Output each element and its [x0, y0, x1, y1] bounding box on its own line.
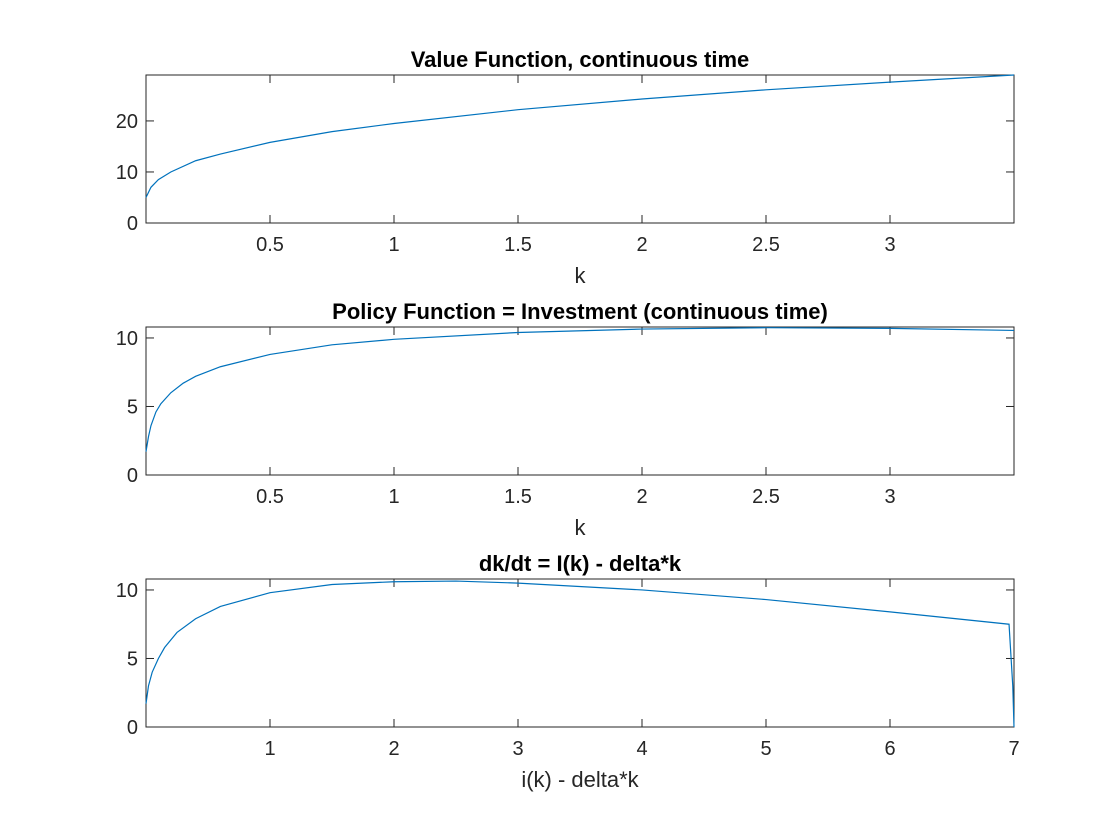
series-line — [145, 74, 1015, 198]
y-tick-label: 0 — [127, 213, 138, 235]
x-tick-label: 1 — [264, 738, 275, 760]
y-tick-label: 5 — [127, 648, 138, 670]
series-line — [145, 327, 1015, 452]
x-tick-label: 0.5 — [256, 486, 284, 508]
x-tick-label: 5 — [760, 738, 771, 760]
x-tick-label: 2 — [636, 234, 647, 256]
x-tick-label: 3 — [512, 738, 523, 760]
series-line — [145, 580, 1015, 728]
x-tick-label: 1 — [388, 486, 399, 508]
x-tick-label: 2.5 — [752, 486, 780, 508]
chart-title: Value Function, continuous time — [411, 47, 750, 72]
x-tick-label: 2 — [636, 486, 647, 508]
x-tick-label: 4 — [636, 738, 647, 760]
x-tick-label: 1.5 — [504, 234, 532, 256]
x-tick-label: 2 — [388, 738, 399, 760]
y-tick-label: 5 — [127, 396, 138, 418]
dkdt-subplot: dk/dt = I(k) - delta*k 1 2 3 4 5 6 7 0 5 10 i(k) -… — [116, 551, 1020, 792]
x-axis-label: k — [575, 263, 587, 288]
x-tick-label: 0.5 — [256, 234, 284, 256]
x-tick-label: 2.5 — [752, 234, 780, 256]
y-tick-label: 10 — [116, 328, 138, 350]
plot-area — [145, 74, 1015, 224]
value-function-subplot: Value Function, continuous time 0.5 1 1.5 2… — [116, 47, 1015, 288]
y-tick-label: 20 — [116, 111, 138, 133]
x-tick-label: 1 — [388, 234, 399, 256]
y-tick-label: 10 — [116, 580, 138, 602]
y-tick-label: 10 — [116, 162, 138, 184]
chart-title: Policy Function = Investment (continuous… — [332, 299, 828, 324]
y-tick-label: 0 — [127, 717, 138, 739]
x-tick-label: 7 — [1008, 738, 1019, 760]
policy-function-subplot: Policy Function = Investment (continuous… — [116, 299, 1015, 540]
x-tick-label: 1.5 — [504, 486, 532, 508]
x-tick-label: 3 — [884, 234, 895, 256]
x-axis-label: k — [575, 515, 587, 540]
y-tick-label: 0 — [127, 465, 138, 487]
plot-area — [145, 326, 1015, 476]
chart-title: dk/dt = I(k) - delta*k — [479, 551, 682, 576]
x-tick-label: 6 — [884, 738, 895, 760]
plot-area — [145, 578, 1015, 728]
x-tick-label: 3 — [884, 486, 895, 508]
x-axis-label: i(k) - delta*k — [521, 767, 639, 792]
